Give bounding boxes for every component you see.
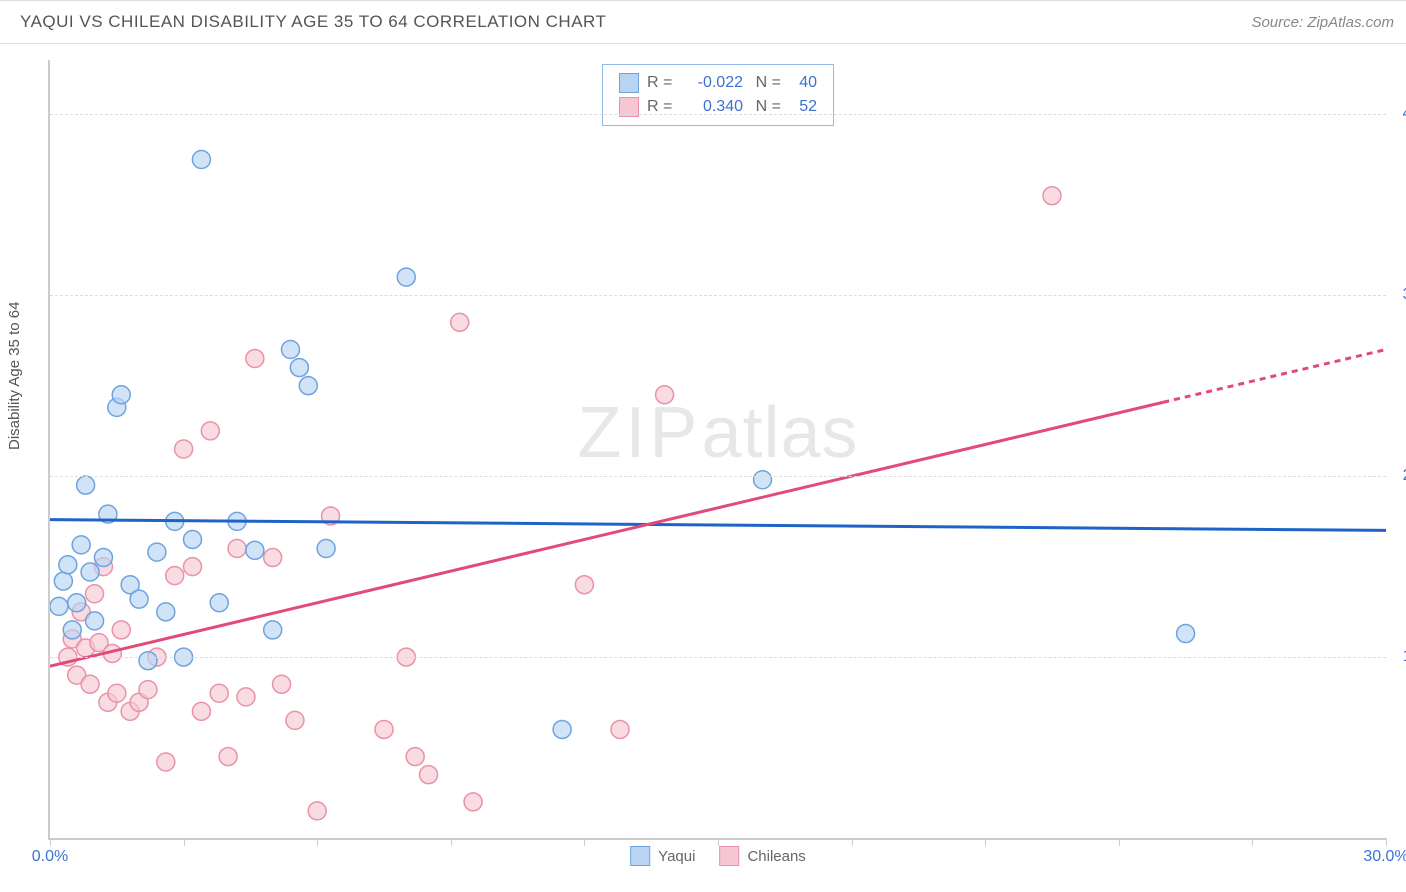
point-chileans: [86, 585, 104, 603]
gridline-h: [50, 295, 1386, 296]
point-chileans: [286, 711, 304, 729]
point-yaqui: [148, 543, 166, 561]
point-chileans: [184, 558, 202, 576]
point-yaqui: [290, 359, 308, 377]
point-yaqui: [81, 563, 99, 581]
x-tick-label: 0.0%: [32, 848, 68, 866]
point-chileans: [108, 684, 126, 702]
point-chileans: [375, 720, 393, 738]
y-tick-label: 30.0%: [1392, 286, 1406, 304]
point-chileans: [228, 540, 246, 558]
point-yaqui: [139, 652, 157, 670]
point-yaqui: [397, 268, 415, 286]
point-chileans: [420, 766, 438, 784]
gridline-h: [50, 114, 1386, 115]
point-chileans: [451, 313, 469, 331]
tick-x: [1252, 838, 1253, 846]
point-chileans: [201, 422, 219, 440]
point-chileans: [1043, 187, 1061, 205]
point-chileans: [237, 688, 255, 706]
point-chileans: [656, 386, 674, 404]
point-chileans: [246, 350, 264, 368]
point-chileans: [157, 753, 175, 771]
tick-x: [184, 838, 185, 846]
point-chileans: [611, 720, 629, 738]
point-yaqui: [77, 476, 95, 494]
legend-item-chileans: Chileans: [719, 846, 805, 866]
point-chileans: [192, 702, 210, 720]
point-chileans: [464, 793, 482, 811]
gridline-h: [50, 657, 1386, 658]
plot-area: ZIPatlas R = -0.022 N = 40 R = 0.340 N =…: [48, 60, 1386, 840]
legend-label-yaqui: Yaqui: [658, 848, 695, 865]
tick-x: [985, 838, 986, 846]
tick-x: [317, 838, 318, 846]
chart-svg: [50, 60, 1386, 838]
point-chileans: [219, 748, 237, 766]
point-chileans: [175, 440, 193, 458]
point-yaqui: [192, 151, 210, 169]
swatch-yaqui: [630, 846, 650, 866]
point-yaqui: [157, 603, 175, 621]
y-tick-label: 20.0%: [1392, 467, 1406, 485]
point-yaqui: [281, 340, 299, 358]
point-yaqui: [317, 540, 335, 558]
legend-label-chileans: Chileans: [747, 848, 805, 865]
regression-yaqui: [50, 520, 1386, 531]
point-chileans: [81, 675, 99, 693]
point-chileans: [406, 748, 424, 766]
source-attribution: Source: ZipAtlas.com: [1251, 14, 1394, 31]
point-chileans: [273, 675, 291, 693]
point-yaqui: [72, 536, 90, 554]
point-yaqui: [86, 612, 104, 630]
tick-x: [718, 838, 719, 846]
point-chileans: [308, 802, 326, 820]
y-axis-label: Disability Age 35 to 64: [6, 302, 23, 450]
header-bar: YAQUI VS CHILEAN DISABILITY AGE 35 TO 64…: [0, 0, 1406, 44]
point-yaqui: [68, 594, 86, 612]
point-chileans: [575, 576, 593, 594]
regression-chileans-ext: [1163, 349, 1386, 402]
point-yaqui: [54, 572, 72, 590]
point-yaqui: [210, 594, 228, 612]
legend-item-yaqui: Yaqui: [630, 846, 695, 866]
x-tick-label: 30.0%: [1363, 848, 1406, 866]
regression-chileans: [50, 402, 1163, 666]
point-chileans: [210, 684, 228, 702]
point-chileans: [139, 681, 157, 699]
point-yaqui: [553, 720, 571, 738]
point-chileans: [166, 567, 184, 585]
point-yaqui: [112, 386, 130, 404]
point-yaqui: [299, 377, 317, 395]
tick-x: [1119, 838, 1120, 846]
point-yaqui: [184, 530, 202, 548]
y-tick-label: 40.0%: [1392, 105, 1406, 123]
point-yaqui: [130, 590, 148, 608]
gridline-h: [50, 476, 1386, 477]
point-chileans: [112, 621, 130, 639]
series-legend: Yaqui Chileans: [630, 846, 806, 866]
point-yaqui: [94, 549, 112, 567]
point-yaqui: [1177, 625, 1195, 643]
tick-x: [1386, 838, 1387, 846]
tick-x: [584, 838, 585, 846]
tick-x: [50, 838, 51, 846]
point-yaqui: [264, 621, 282, 639]
point-yaqui: [63, 621, 81, 639]
y-tick-label: 10.0%: [1392, 648, 1406, 666]
point-yaqui: [754, 471, 772, 489]
point-yaqui: [246, 541, 264, 559]
point-yaqui: [59, 556, 77, 574]
tick-x: [451, 838, 452, 846]
chart-title: YAQUI VS CHILEAN DISABILITY AGE 35 TO 64…: [20, 12, 606, 32]
tick-x: [852, 838, 853, 846]
swatch-chileans: [719, 846, 739, 866]
point-chileans: [264, 549, 282, 567]
point-yaqui: [50, 597, 68, 615]
